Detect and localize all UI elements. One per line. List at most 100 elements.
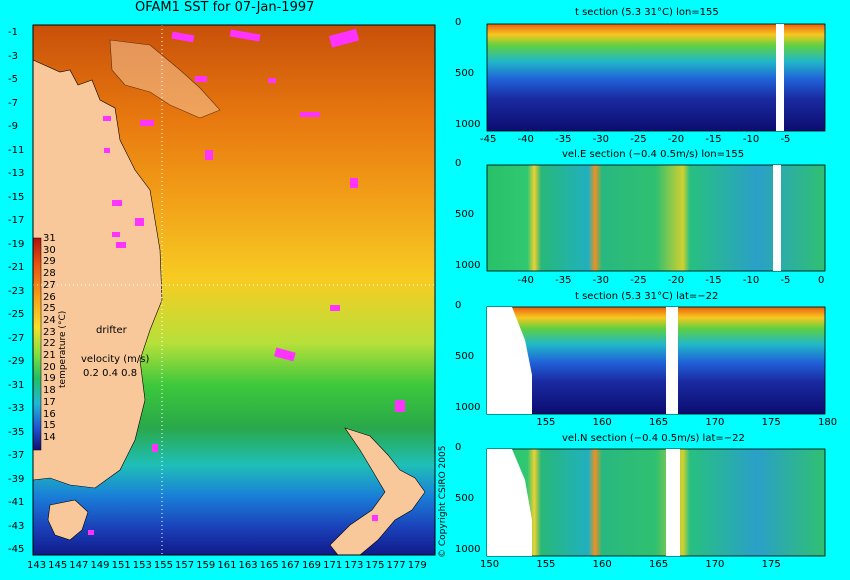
panel-x-tick: -15: [705, 134, 722, 145]
panel-gap: [666, 307, 678, 414]
panel-x-tick: -35: [555, 134, 572, 145]
map-y-tick: -29: [8, 356, 25, 367]
map-x-tick: 167: [280, 560, 300, 571]
map-x-tick: 177: [386, 560, 406, 571]
panel-x-tick: -25: [630, 134, 647, 145]
panel-x-tick: -20: [667, 134, 685, 145]
panel-x-tick: -30: [592, 275, 609, 286]
panel-title: vel.N section (−0.4 0.5m/s) lat=−22: [562, 433, 745, 444]
colorbar-tick: 30: [43, 244, 56, 256]
panel-t-lat22: [486, 306, 826, 415]
drifter-label: drifter: [96, 325, 127, 336]
map-y-tick: -13: [8, 168, 25, 179]
panel-t-lon155: [486, 23, 826, 132]
velocity-label: velocity (m/s): [81, 354, 150, 365]
panel-x-tick: -25: [630, 275, 647, 286]
map-y-tick: -19: [8, 238, 25, 250]
map-y-tick: -33: [8, 403, 25, 414]
map-x-tick: 151: [111, 560, 131, 571]
map-y-tick: -3: [8, 50, 18, 62]
map-y-tick: -25: [8, 309, 25, 320]
panel-y-tick: 1000: [455, 259, 481, 271]
panel-x-tick: 160: [592, 417, 612, 428]
panel-x-tick: -5: [780, 275, 791, 286]
australia-landmass: [32, 59, 163, 489]
map-title: OFAM1 SST for 07-Jan-1997: [135, 0, 315, 15]
colorbar-tick: 16: [43, 408, 56, 420]
map-x-tick: 159: [196, 560, 216, 571]
map-y-tick: -43: [8, 520, 25, 532]
map-x-tick: 161: [217, 560, 237, 571]
map-y-tick: -27: [8, 332, 25, 344]
panel-x-tick: -40: [517, 275, 534, 286]
panel-gap: [666, 449, 680, 556]
colorbar-tick: 27: [43, 279, 56, 291]
colorbar-label: temperature (°C): [58, 310, 68, 388]
map-y-tick: -21: [8, 262, 25, 273]
panel-title: vel.E section (−0.4 0.5m/s) lon=155: [562, 149, 745, 160]
map-y-tick: -5: [8, 74, 18, 85]
map-x-tick: 145: [48, 560, 68, 571]
panel-y-tick: 0: [455, 442, 462, 453]
panel-y-tick: 500: [455, 67, 475, 79]
map-x-tick: 155: [153, 560, 173, 571]
panel-x-tick: 175: [761, 417, 781, 428]
panel-land-mask: [487, 449, 532, 556]
panel-x-tick: 155: [536, 559, 556, 570]
colorbar: [32, 237, 42, 451]
map-x-tick: 153: [132, 560, 152, 571]
panel-x-tick: 0: [818, 275, 825, 286]
colorbar-tick: 19: [43, 373, 56, 385]
map-x-tick: 175: [365, 560, 385, 571]
panel-x-tick: 170: [705, 417, 725, 428]
panel-vele-lon155: [486, 164, 826, 272]
panel-y-tick: 1000: [455, 401, 481, 413]
panel-y-tick: 0: [455, 17, 462, 28]
panel-land-mask: [487, 307, 532, 414]
map-y-tick: -37: [8, 450, 25, 461]
panel-y-tick: 500: [455, 492, 475, 504]
map-y-tick: -45: [8, 544, 25, 555]
map-x-tick: 163: [238, 560, 258, 571]
colorbar-tick: 20: [43, 361, 56, 373]
map-y-tick: -11: [8, 144, 25, 156]
panel-x-tick: 165: [649, 559, 669, 570]
map-x-tick: 157: [175, 560, 195, 571]
map-x-tick: 169: [301, 560, 322, 571]
panel-y-tick: 500: [455, 350, 475, 362]
map-y-tick: -41: [8, 497, 25, 508]
colorbar-tick: 24: [43, 314, 56, 326]
panel-x-tick: 175: [761, 559, 781, 570]
panel-x-tick: 180: [818, 417, 838, 428]
copyright-text: © Copyright CSIRO 2005: [438, 445, 448, 558]
colorbar-tick: 22: [43, 338, 56, 350]
panel-y-tick: 1000: [455, 118, 481, 130]
colorbar-tick: 23: [43, 326, 56, 338]
png-landmass: [109, 39, 221, 119]
tasmania-landmass: [47, 499, 89, 541]
map-y-tick: -23: [8, 285, 25, 297]
map-y-tick: -39: [8, 473, 25, 485]
map-y-tick: -31: [8, 379, 25, 391]
colorbar-tick: 15: [43, 420, 56, 432]
map-x-tick: 143: [27, 560, 47, 571]
panel-y-tick: 1000: [455, 543, 481, 555]
map-y-tick: -17: [8, 215, 25, 226]
colorbar-tick: 26: [43, 291, 56, 303]
colorbar-tick: 17: [43, 396, 56, 408]
colorbar-tick: 29: [43, 256, 56, 268]
panel-x-tick: 155: [536, 417, 556, 428]
map-x-tick: 165: [259, 560, 279, 571]
panel-x-tick: -20: [667, 275, 685, 286]
panel-gap: [773, 165, 781, 271]
map-x-tick: 173: [344, 560, 364, 571]
panel-x-tick: -10: [742, 134, 760, 145]
colorbar-tick: 18: [43, 385, 56, 397]
panel-gap: [776, 24, 784, 131]
panel-x-tick: -5: [780, 134, 791, 145]
panel-x-tick: -15: [705, 275, 722, 286]
panel-veln-lat22: [486, 448, 826, 557]
map-y-tick: -7: [8, 97, 18, 109]
new-zealand-landmass: [329, 427, 426, 556]
